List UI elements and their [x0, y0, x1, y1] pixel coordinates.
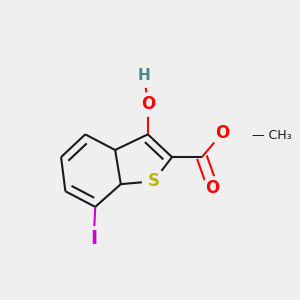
Text: S: S	[148, 172, 160, 190]
Text: I: I	[90, 229, 98, 248]
Text: — CH₃: — CH₃	[252, 129, 291, 142]
Point	[220, 130, 225, 135]
Point	[92, 236, 96, 241]
Point	[151, 179, 156, 184]
Text: O: O	[141, 95, 155, 113]
Text: O: O	[206, 178, 220, 196]
Point	[142, 74, 147, 79]
Point	[248, 134, 253, 138]
Text: O: O	[215, 124, 230, 142]
Text: H: H	[138, 68, 151, 83]
Point	[146, 102, 150, 107]
Point	[210, 185, 215, 190]
